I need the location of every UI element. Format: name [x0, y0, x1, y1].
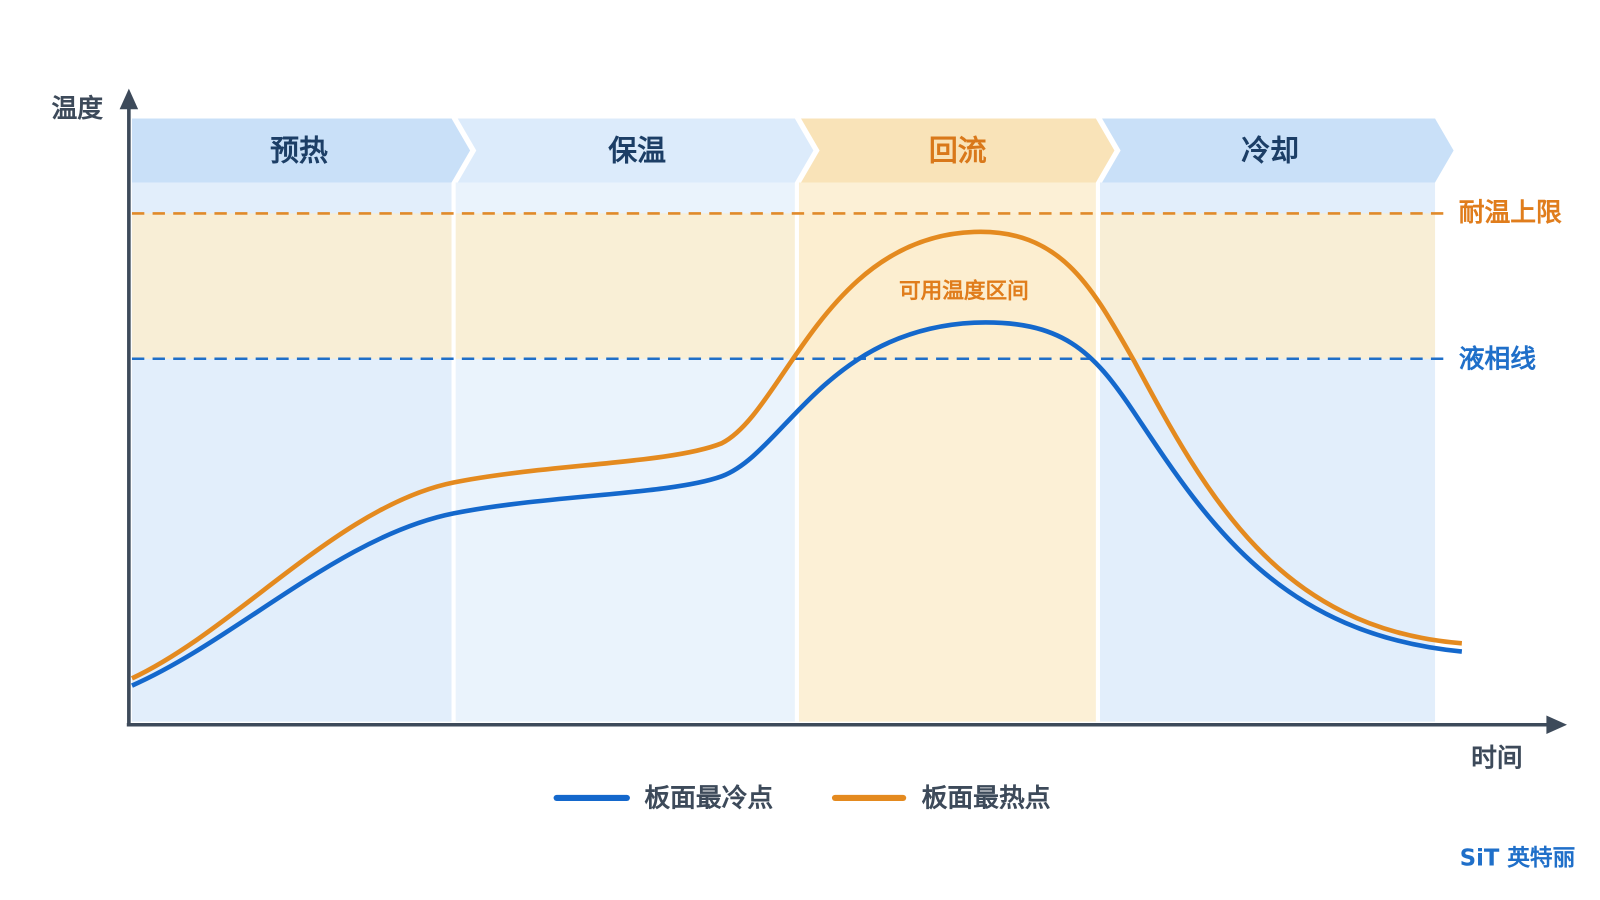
legend-label: 板面最冷点	[644, 782, 773, 813]
phase-label: 保温	[608, 134, 666, 168]
y-axis-label: 温度	[52, 93, 104, 124]
phase-label: 预热	[270, 134, 328, 168]
legend: 板面最冷点 板面最热点	[553, 782, 1051, 813]
axes: 温度 时间	[52, 88, 1568, 773]
upper-limit-label: 耐温上限	[1459, 198, 1562, 228]
zone-label: 可用温度区间	[899, 278, 1029, 304]
liquidus-label: 液相线	[1459, 344, 1537, 374]
x-arrow	[1546, 715, 1568, 735]
usable-zone	[131, 213, 1436, 359]
phase-header	[457, 118, 814, 183]
coldest-curve	[131, 320, 1463, 688]
phase-label: 回流	[929, 134, 987, 168]
brand: SiT 英特丽	[1460, 844, 1575, 871]
phase-label: 冷却	[1241, 134, 1299, 168]
hottest-curve	[130, 229, 1463, 681]
phase-backgrounds	[131, 182, 1436, 722]
y-arrow	[119, 88, 139, 110]
x-axis-label: 时间	[1471, 743, 1523, 773]
legend-label: 板面最热点	[922, 782, 1051, 813]
phase-header	[131, 118, 471, 183]
phase-headers: 预热 保温 回流 冷却	[131, 118, 1454, 183]
phase-header	[801, 118, 1115, 183]
phase-header	[1102, 118, 1454, 183]
